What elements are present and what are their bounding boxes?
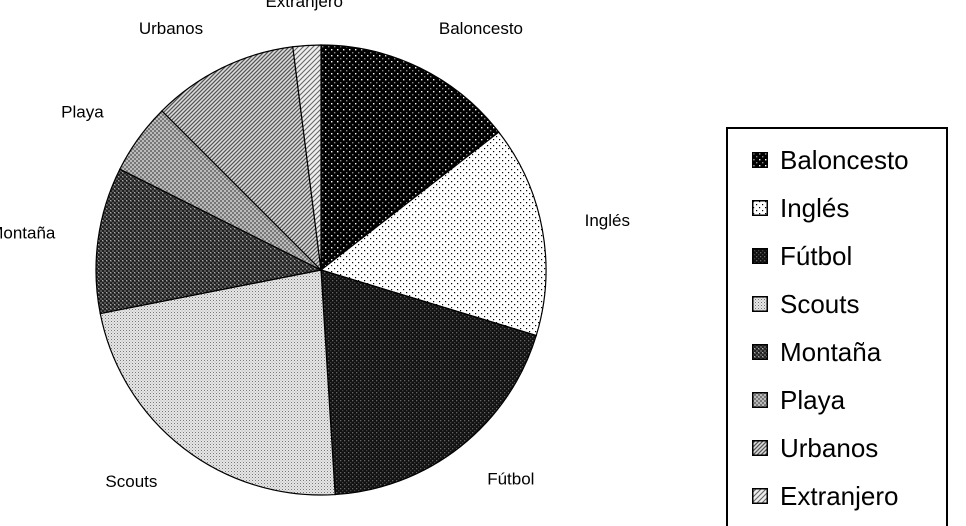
legend-swatch-icon xyxy=(752,296,768,312)
legend-item-playa: Playa xyxy=(752,383,845,417)
legend-label: Baloncesto xyxy=(780,144,909,175)
legend-label: Playa xyxy=(780,384,846,415)
slice-label-baloncesto: Baloncesto xyxy=(439,19,523,38)
legend-label: Scouts xyxy=(780,288,860,319)
slice-label-extranjero: Extranjero xyxy=(265,0,342,11)
legend-item-inglés: Inglés xyxy=(752,191,849,225)
slice-label-playa: Playa xyxy=(61,103,104,122)
pie-slice-urbanos xyxy=(161,46,322,272)
legend-swatch-icon xyxy=(752,440,768,456)
legend-item-montaña: Montaña xyxy=(752,335,881,369)
pie-slices xyxy=(95,44,547,496)
slice-label-montaña: Montaña xyxy=(0,223,56,242)
legend-label: Fútbol xyxy=(780,240,853,271)
pie-slice-scouts xyxy=(99,269,336,496)
slice-label-inglés: Inglés xyxy=(585,211,630,230)
legend-item-urbanos: Urbanos xyxy=(752,431,878,465)
legend-swatch-icon xyxy=(752,248,768,264)
legend-swatch-icon xyxy=(752,392,768,408)
legend-swatch-icon xyxy=(752,200,768,216)
legend-label: Montaña xyxy=(780,336,882,367)
legend-item-baloncesto: Baloncesto xyxy=(752,143,909,177)
legend-item-extranjero: Extranjero xyxy=(752,479,899,513)
pie-slice-baloncesto xyxy=(320,44,500,272)
slice-label-urbanos: Urbanos xyxy=(139,19,203,38)
legend-swatch-icon xyxy=(752,152,768,168)
legend-label: Inglés xyxy=(780,192,850,223)
pie-labels: Baloncesto Inglés Fútbol Scouts Montaña Playa… xyxy=(0,0,630,491)
pie-slice-montaña xyxy=(95,168,323,315)
legend-swatch-icon xyxy=(752,344,768,360)
pie-slice-inglés xyxy=(319,131,547,337)
legend-label: Extranjero xyxy=(780,480,899,511)
slice-label-scouts: Scouts xyxy=(105,472,157,491)
chart-legend: Baloncesto Inglés Fútbol Scouts Montaña Playa… xyxy=(726,127,948,526)
pie-slice-extranjero xyxy=(292,44,322,271)
legend-swatch-icon xyxy=(752,488,768,504)
legend-item-fútbol: Fútbol xyxy=(752,239,852,273)
legend-label: Urbanos xyxy=(780,432,879,463)
slice-label-fútbol: Fútbol xyxy=(487,470,534,489)
pie-slice-fútbol xyxy=(320,269,538,496)
legend-item-scouts: Scouts xyxy=(752,287,860,321)
